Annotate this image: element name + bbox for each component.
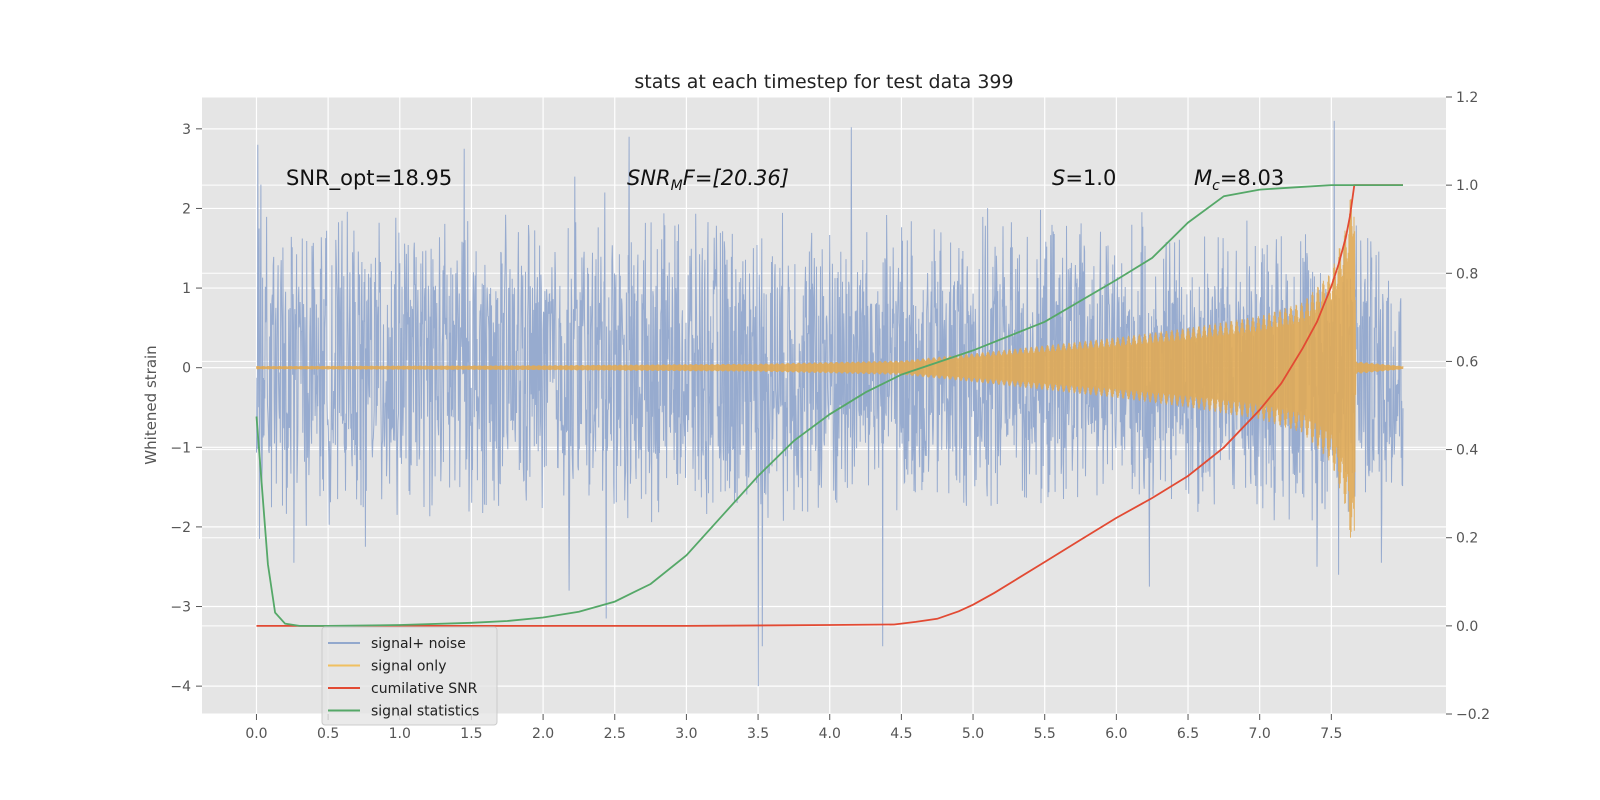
legend-label: signal statistics	[371, 704, 479, 720]
y-tick-label: 3	[182, 122, 191, 138]
annotation-part: =1.0	[1065, 166, 1116, 190]
statistic-lines	[255, 184, 1403, 627]
y-tick-label: 0	[182, 361, 191, 377]
x-tick-label: 1.0	[389, 726, 411, 742]
right-y-tick-label: −0.2	[1456, 707, 1490, 723]
annotation-part: SNR	[627, 166, 671, 190]
signal-noise-trace	[256, 120, 1404, 687]
y-tick-label: 1	[182, 281, 191, 297]
x-tick-label: 6.0	[1105, 726, 1127, 742]
annotation-3: S=1.0	[1052, 166, 1116, 190]
annotation-part: M	[1194, 166, 1212, 190]
annotation-2: SNRMF=[20.36]	[627, 166, 789, 194]
legend-label: signal+ noise	[371, 636, 466, 652]
annotation-part: S	[1052, 166, 1065, 190]
annotation-part: SNR_opt=18.95	[286, 166, 452, 191]
legend-label: signal only	[371, 659, 446, 675]
right-y-tick-label: 0.6	[1456, 354, 1478, 370]
chart-title: stats at each timestep for test data 399	[634, 71, 1013, 93]
right-y-tick-label: 1.0	[1456, 178, 1478, 194]
y-tick-label: 2	[182, 201, 191, 217]
right-y-tick-label: 0.2	[1456, 531, 1478, 547]
annotation-part: c	[1212, 178, 1220, 194]
y-tick-label: −3	[170, 600, 191, 616]
right-y-tick-label: 0.4	[1456, 443, 1478, 459]
x-tick-label: 1.5	[460, 726, 482, 742]
legend-label: cumilative SNR	[371, 681, 478, 697]
annotation-part: =8.03	[1220, 166, 1284, 190]
x-tick-label: 3.0	[675, 726, 697, 742]
right-y-axis: 1.2 1.0 0.8 0.6 0.4 0.2 0.0 −0.2	[1446, 90, 1490, 723]
x-tick-label: 0.0	[245, 726, 267, 742]
signal-statistics-line	[255, 184, 1403, 627]
x-tick-label: 7.0	[1249, 726, 1271, 742]
y-tick-label: −2	[170, 520, 191, 536]
annotation-part: M	[671, 178, 683, 194]
legend-box	[321, 626, 498, 726]
annotation-part: F=[20.36]	[683, 166, 789, 190]
x-tick-label: 0.5	[317, 726, 339, 742]
left-y-axis: 3 2 1 0 −1 −2 −3 −4	[170, 122, 202, 695]
x-tick-label: 5.5	[1034, 726, 1056, 742]
y-axis-label: Whitened strain	[142, 345, 160, 464]
annotations: SNR_opt=18.95 SNRMF=[20.36] S=1.0 Mc=8.03	[286, 166, 1284, 194]
x-axis: 0.0 0.5 1.0 1.5 2.0 2.5 3.0 3.5 4.0 4.5 5.0 5.5 6.0 6…	[245, 714, 1342, 742]
x-tick-label: 2.5	[604, 726, 626, 742]
right-y-tick-label: 0.0	[1456, 619, 1478, 635]
x-tick-label: 4.5	[890, 726, 912, 742]
y-tick-label: −1	[170, 440, 191, 456]
x-tick-label: 7.5	[1320, 726, 1342, 742]
right-y-tick-label: 0.8	[1456, 266, 1478, 282]
x-tick-label: 3.5	[747, 726, 769, 742]
annotation-4: Mc=8.03	[1194, 166, 1284, 194]
x-tick-label: 2.0	[532, 726, 554, 742]
x-tick-label: 5.0	[962, 726, 984, 742]
x-tick-label: 6.5	[1177, 726, 1199, 742]
cumilative-snr-line	[256, 184, 1403, 627]
y-tick-label: −4	[170, 679, 191, 695]
signal-only-trace	[256, 199, 1404, 538]
legend: signal+ noise signal only cumilative SNR si…	[321, 626, 498, 726]
noise-series	[256, 120, 1404, 687]
right-y-tick-label: 1.2	[1456, 90, 1478, 106]
x-tick-label: 4.0	[819, 726, 841, 742]
annotation-1: SNR_opt=18.95	[286, 166, 452, 191]
signal-series	[256, 199, 1404, 538]
